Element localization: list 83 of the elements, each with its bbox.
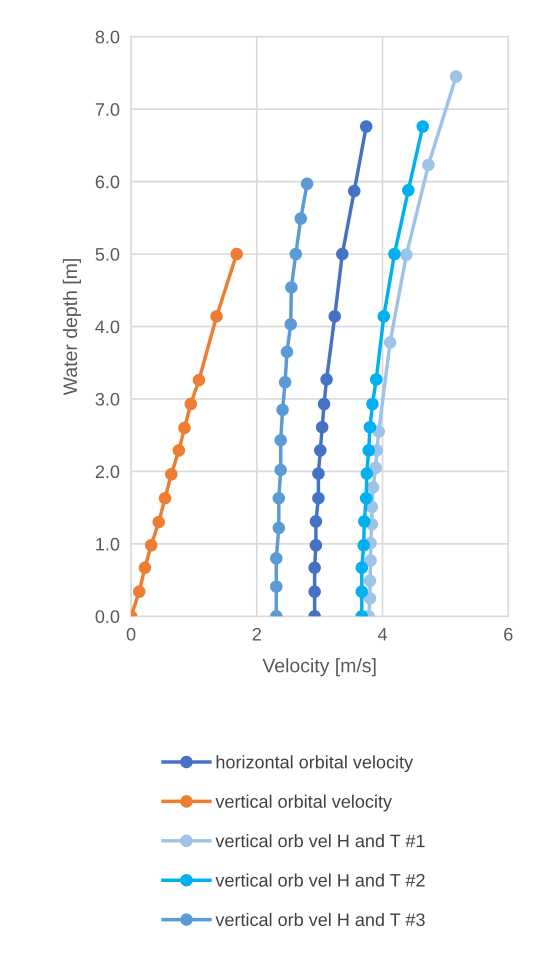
point (362, 444, 375, 457)
point (270, 580, 283, 593)
point (356, 585, 368, 598)
point (356, 562, 368, 574)
point (310, 515, 322, 528)
point (138, 562, 152, 574)
y-tick-label: 2.0 (96, 465, 120, 478)
point (370, 373, 382, 386)
point (364, 592, 376, 604)
point (400, 248, 413, 262)
point (274, 434, 287, 447)
point (364, 574, 376, 588)
point (284, 318, 297, 331)
point (348, 184, 360, 198)
y-tick-label: 5.0 (96, 248, 120, 261)
point (144, 539, 158, 552)
point (364, 420, 376, 434)
point (318, 398, 330, 410)
legend-label: vertical orb vel H and T #3 (215, 912, 425, 926)
point (328, 310, 341, 323)
point (270, 552, 283, 565)
point (388, 248, 401, 260)
point (364, 554, 377, 567)
point (360, 120, 372, 133)
x-tick-label: 2 (252, 628, 261, 641)
y-tick-label: 4.0 (95, 320, 120, 334)
x-tick-label: 0 (126, 628, 136, 641)
x-tick-label: 6 (504, 628, 512, 641)
point (422, 158, 435, 172)
y-tick-label: 1.0 (96, 538, 120, 551)
point (132, 585, 146, 598)
x-axis-title: Velocity [m/s] (262, 658, 376, 676)
point (300, 178, 314, 190)
point (308, 585, 321, 598)
legend-label: horizontal orbital velocity (216, 755, 414, 772)
x-tick-label: 4 (378, 628, 388, 641)
point (290, 248, 302, 260)
y-axis-title: Water depth [m] (62, 259, 81, 396)
point (358, 515, 371, 528)
point (314, 444, 327, 457)
point (158, 492, 172, 504)
point (210, 310, 223, 323)
point (276, 404, 289, 416)
point (366, 398, 379, 410)
legend-label: vertical orb vel H and T #2 (215, 873, 425, 887)
point (416, 120, 430, 133)
point (280, 346, 294, 358)
y-tick-label: 3.0 (96, 392, 120, 406)
point (316, 420, 328, 434)
point (178, 422, 191, 434)
point (152, 516, 165, 528)
legend-label: vertical orbital velocity (215, 794, 392, 812)
point (312, 492, 325, 504)
legend-label: vertical orb vel H and T #1 (215, 834, 425, 848)
point (272, 492, 286, 504)
point (378, 310, 390, 323)
point (278, 376, 292, 389)
point (360, 492, 372, 504)
point (336, 248, 349, 260)
point (230, 248, 243, 260)
point (165, 468, 178, 481)
point (285, 281, 298, 294)
point (402, 184, 415, 197)
point (308, 562, 321, 574)
point (369, 462, 382, 474)
point (272, 522, 286, 534)
point (366, 481, 380, 494)
y-tick-label: 0.0 (96, 610, 120, 624)
y-tick-label: 7.0 (96, 103, 120, 116)
point (357, 539, 370, 552)
y-tick-label: 6.0 (96, 176, 120, 188)
point (320, 373, 333, 386)
point (192, 374, 206, 386)
point (312, 467, 325, 480)
point (274, 464, 287, 476)
point (384, 336, 396, 349)
point (294, 212, 308, 225)
y-tick-label: 8.0 (96, 30, 120, 44)
point (310, 539, 322, 552)
point (184, 398, 198, 410)
point (450, 70, 462, 83)
point (172, 444, 186, 457)
point (360, 467, 374, 480)
